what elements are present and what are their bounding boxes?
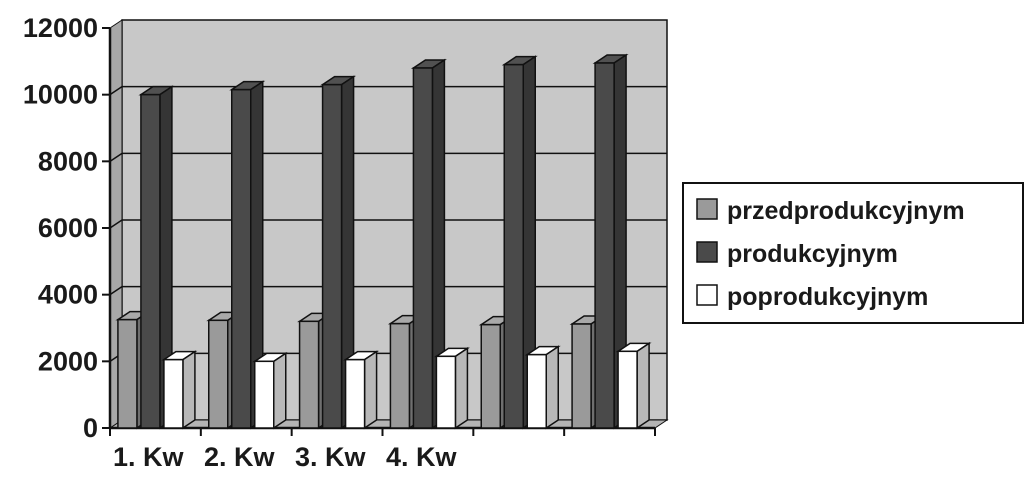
- y-tick-label: 2000: [38, 346, 98, 376]
- bar-front: [526, 353, 547, 429]
- y-tick-label: 8000: [38, 146, 98, 176]
- bar: [343, 350, 380, 430]
- bar: [592, 53, 629, 430]
- bar-front: [208, 319, 229, 429]
- bar-front: [412, 67, 434, 429]
- bar-front: [298, 320, 320, 429]
- legend-item: poprodukcyjnym: [696, 283, 928, 311]
- legend: przedprodukcyjnym produkcyjnym poprodukcyj…: [682, 182, 1024, 324]
- y-tick-label: 6000: [38, 213, 98, 243]
- legend-item: przedprodukcyjnym: [696, 197, 965, 225]
- gridline: [109, 85, 667, 96]
- legend-swatch: [696, 241, 718, 263]
- axis-labels: 0 2000 4000 6000 8000 10000 12000 1. Kw 2. Kw 3. …: [23, 13, 458, 472]
- bar-front: [344, 358, 366, 429]
- gridline: [109, 152, 667, 162]
- bar: [410, 58, 447, 430]
- legend-label: przedprodukcyjnym: [727, 197, 965, 225]
- bar-front: [140, 93, 161, 429]
- bar-side: [182, 350, 196, 430]
- bar-front: [503, 63, 524, 429]
- bar-side: [273, 351, 287, 430]
- bar-front: [321, 83, 343, 429]
- bar-front: [389, 322, 411, 429]
- gridline: [109, 285, 667, 296]
- bar-side: [636, 341, 650, 430]
- y-tick-label: 10000: [23, 80, 98, 110]
- bar-side: [545, 345, 559, 430]
- bar-front: [435, 355, 457, 429]
- bar: [252, 351, 289, 430]
- legend-swatch: [696, 198, 718, 220]
- bar-front: [231, 88, 252, 429]
- legend-label: poprodukcyjnym: [727, 283, 928, 311]
- bar: [501, 55, 538, 430]
- bar-front: [617, 350, 638, 429]
- bar-front: [163, 358, 184, 429]
- x-category-label: 1. Kw: [113, 442, 185, 472]
- x-category-label: 4. Kw: [386, 442, 458, 472]
- gridline: [109, 219, 667, 229]
- bar-front: [594, 62, 615, 429]
- bar: [320, 75, 357, 430]
- bar-side: [363, 350, 378, 430]
- bar-front: [117, 318, 138, 429]
- bar: [524, 345, 561, 430]
- bar-side: [454, 346, 469, 430]
- y-tick-label: 12000: [23, 13, 98, 43]
- legend-item: produkcyjnym: [696, 240, 898, 268]
- bar-front: [254, 360, 275, 429]
- bar: [229, 80, 266, 430]
- bars: [115, 53, 652, 430]
- x-category-label: 3. Kw: [295, 442, 367, 472]
- legend-box: [682, 182, 1024, 324]
- y-tick-label: 4000: [38, 280, 98, 310]
- legend-swatch: [696, 284, 718, 306]
- bar: [615, 341, 652, 430]
- bar: [433, 346, 470, 430]
- legend-label: produkcyjnym: [727, 240, 898, 268]
- bar-front: [480, 323, 501, 429]
- y-tick-label: 0: [83, 413, 98, 443]
- bar-front: [571, 323, 592, 429]
- bar: [161, 350, 198, 430]
- axes: [102, 27, 656, 436]
- x-category-label: 2. Kw: [204, 442, 276, 472]
